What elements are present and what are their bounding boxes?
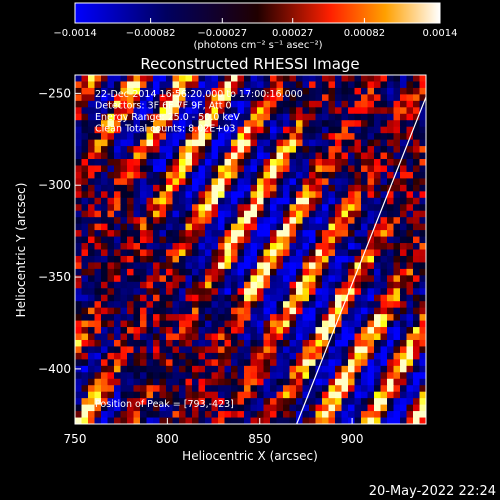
annotation-line: Detectors: 3F 6F 7F 9F, Att 0	[95, 101, 232, 112]
colorbar-tick-label: −0.0014	[53, 28, 96, 39]
y-tick-label: −400	[38, 362, 71, 376]
y-tick-label: −250	[38, 86, 71, 100]
annotation-line: Clean Total counts: 8.02E+03	[95, 124, 235, 135]
colorbar	[74, 2, 441, 24]
colorbar-units: (photons cm⁻² s⁻¹ asec⁻²)	[193, 40, 322, 51]
heatmap-cells	[75, 75, 426, 424]
y-axis-ticks: −250 −300 −350 −400	[38, 86, 81, 376]
x-tick-label: 900	[341, 432, 364, 446]
x-tick-label: 750	[64, 432, 87, 446]
colorbar-tick-label: 0.00027	[272, 28, 313, 39]
colorbar-tick-label: 0.0014	[423, 28, 458, 39]
colorbar-tick-label: 0.00082	[344, 28, 385, 39]
x-tick-label: 800	[156, 432, 179, 446]
x-tick-label: 850	[248, 432, 271, 446]
solar-limb-line	[296, 96, 426, 424]
plot-frame	[74, 74, 427, 425]
colorbar-tick-label: −0.00027	[197, 28, 247, 39]
y-tick-label: −300	[38, 178, 71, 192]
observation-annotations: 22-Dec-2014 16:56:20.000 to 17:00:16.000…	[95, 89, 303, 135]
annotation-line: Energy Range: 25.0 - 50.0 keV	[95, 112, 240, 123]
x-axis-ticks: 750 800 850 900	[64, 418, 364, 446]
x-axis-label: Heliocentric X (arcsec)	[182, 449, 318, 463]
footer-timestamp: 20-May-2022 22:24	[369, 484, 496, 499]
y-axis-label: Heliocentric Y (arcsec)	[14, 183, 28, 318]
chart-title: Reconstructed RHESSI Image	[140, 55, 359, 73]
colorbar-ticks: −0.0014 −0.00082 −0.00027 0.00027 0.00082 0.0…	[53, 18, 458, 39]
peak-position-label: Position of Peak = [793,-423]	[95, 399, 234, 410]
y-tick-label: −350	[38, 270, 71, 284]
colorbar-tick-label: −0.00082	[126, 28, 176, 39]
annotation-line: 22-Dec-2014 16:56:20.000 to 17:00:16.000	[95, 89, 303, 100]
